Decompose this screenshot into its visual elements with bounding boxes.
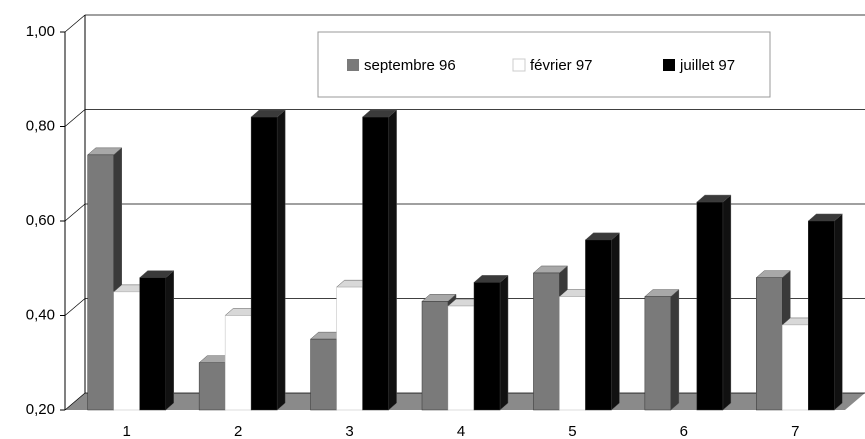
- bar: [87, 154, 114, 411]
- x-tick-label: 3: [345, 423, 353, 439]
- legend-swatch: [512, 58, 526, 72]
- legend-label: septembre 96: [364, 57, 456, 74]
- bar: [808, 220, 835, 411]
- bar: [756, 277, 783, 411]
- bar-side: [165, 270, 174, 411]
- grid-line: [64, 392, 86, 411]
- bar: [362, 116, 389, 411]
- legend-label: février 97: [530, 57, 593, 74]
- bar: [310, 338, 337, 411]
- bar-side: [834, 213, 843, 411]
- legend-box: [317, 31, 771, 98]
- bar: [473, 282, 501, 411]
- bar: [447, 305, 475, 411]
- bar: [644, 296, 672, 411]
- grid-line: [64, 109, 86, 127]
- bar-side: [611, 232, 620, 411]
- grid-line: [64, 298, 86, 316]
- y-tick-label: 0,20: [26, 401, 55, 418]
- bar: [533, 272, 560, 411]
- y-tick-label: 0,40: [26, 306, 55, 323]
- bar: [585, 239, 612, 411]
- y-tick-label: 1,00: [26, 23, 55, 40]
- x-tick-label: 2: [234, 423, 242, 439]
- bar-side: [388, 109, 397, 411]
- bar-side: [670, 289, 680, 411]
- grid-line: [64, 203, 86, 222]
- legend-swatch: [347, 59, 359, 71]
- legend-label: juillet 97: [679, 57, 735, 74]
- bar: [198, 362, 226, 411]
- bar: [696, 201, 724, 411]
- bar: [113, 291, 140, 411]
- grid-line: [64, 14, 86, 33]
- x-tick-label: 6: [680, 423, 688, 439]
- bar: [250, 116, 278, 411]
- bar: [139, 277, 166, 411]
- x-tick-label: 4: [457, 423, 465, 439]
- legend-swatch: [663, 59, 675, 71]
- bar-side: [499, 274, 509, 411]
- x-tick-label: 1: [123, 423, 131, 439]
- bar-side: [722, 194, 732, 411]
- bar: [224, 315, 252, 411]
- bar-side: [276, 109, 286, 411]
- bar: [336, 286, 363, 411]
- x-tick-label: 5: [568, 423, 576, 439]
- bar: [782, 324, 809, 411]
- y-tick-label: 0,60: [26, 212, 55, 229]
- bar: [421, 301, 449, 411]
- x-tick-label: 7: [791, 423, 799, 439]
- y-tick-label: 0,80: [26, 117, 55, 134]
- bar: [559, 296, 586, 411]
